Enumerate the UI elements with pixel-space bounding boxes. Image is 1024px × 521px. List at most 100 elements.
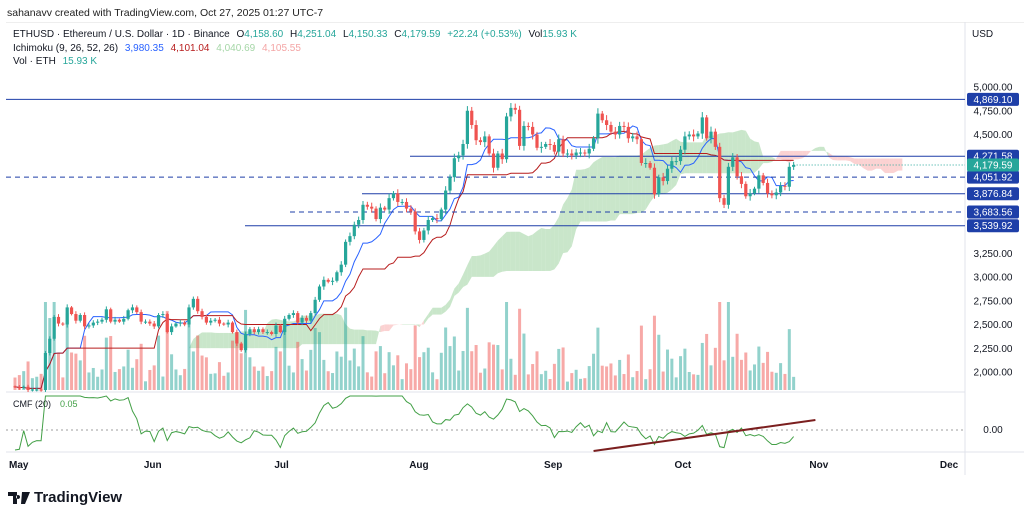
chart-credit: sahanavv created with TradingView.com, O… [7,7,324,19]
cloud-segment [258,331,263,349]
volume-bar [152,365,156,390]
volume-bar [57,352,60,390]
symbol-legend[interactable]: ETHUSD · Ethereum / U.S. Dollar · 1D · B… [13,29,581,40]
volume-bar [552,363,556,390]
cloud-segment [354,329,359,345]
candle-body [670,161,674,169]
candle-body [700,117,704,134]
level-label: 4,869.10 [974,95,1013,106]
cloud-segment [624,155,629,215]
candle-body [683,136,687,150]
candle-body [217,319,222,324]
cloud-segment [497,236,503,274]
last-price-label: 4,179.59 [974,160,1013,171]
cloud-segment [811,147,816,151]
cloud-segment [302,315,307,345]
candle-body [161,314,165,316]
volume-bar [452,336,456,390]
volume-bar [231,340,234,390]
x-tick-label: Nov [809,460,828,471]
candle-body [348,236,352,242]
candle-body [261,329,265,333]
cloud-segment [776,150,781,160]
currency-label[interactable]: USD [972,29,994,40]
volume-bar [431,372,435,390]
volume-bar [666,349,669,390]
candle-body [122,318,126,322]
candle-body [265,332,269,334]
candle-body [639,139,643,163]
volume-bar [222,375,226,390]
open-value: 4,158.60 [244,29,284,40]
candle-body [104,309,108,320]
volume-bar [239,353,243,390]
candle-body [52,316,56,339]
volume-bar [35,376,39,390]
candle-body [452,158,456,178]
volume-bar [757,346,761,390]
volume-bar [331,373,335,390]
volume-bar [261,366,265,390]
ichimoku-legend[interactable]: Ichimoku (9, 26, 52, 26) 3,980.35 4,101.… [13,43,305,54]
cloud-segment [898,158,903,171]
candle-body [39,389,43,391]
volume-bar [761,362,765,390]
cloud-segment [619,155,624,215]
y-tick-label: 2,250.00 [974,344,1013,355]
candle-body [661,177,665,182]
candle-body [792,164,796,167]
candle-body [748,193,752,197]
volume-indicator-legend[interactable]: Vol · ETH 15.93 K [13,56,101,67]
cloud-segment [349,328,355,345]
candle-body [535,134,539,148]
candle-body [130,307,135,311]
cloud-segment [436,307,442,315]
volume-bar [618,359,622,390]
price-chart[interactable]: 4,869.10 4,271.58 4,051.92 3,876.84 3,683.56… [0,0,1024,490]
candle-body [383,207,387,210]
volume-bar [348,360,352,390]
candle-body [478,140,483,143]
volume-bar [383,373,387,390]
candle-body [587,148,591,154]
cloud-segment [771,157,777,162]
candle-body [243,334,248,351]
cloud-segment [323,313,329,345]
candle-body [109,309,113,322]
volume-bar [109,336,113,390]
level-label: 3,876.84 [974,189,1013,200]
candle-body [174,323,178,327]
cloud-segment [558,204,564,264]
cloud-segment [741,129,746,174]
low-value: 4,150.33 [348,29,388,40]
candle-body [461,144,465,156]
candle-body [457,155,461,159]
candle-body [631,136,635,139]
candle-body [313,299,317,314]
cloud-segment [210,332,216,349]
cloud-segment [845,156,851,162]
volume-bar [387,352,391,390]
cloud-segment [584,167,590,222]
y-tick-label: 2,500.00 [974,320,1013,331]
candle-body [48,338,52,353]
candle-body [657,177,661,195]
candle-body [605,120,609,125]
volume-bar [509,358,513,390]
candle-body [200,311,204,317]
candle-body [352,224,356,237]
candle-body [322,279,326,287]
volume-bar [670,358,674,390]
volume-bar [483,368,487,390]
cloud-segment [628,155,633,215]
candle-body [613,131,617,135]
cloud-segment [545,229,551,271]
cloud-segment [171,348,176,354]
cloud-segment [454,283,459,297]
candle-body [491,153,496,168]
volume-bar [766,351,770,390]
volume-bar [492,344,495,390]
high-value: 4,251.04 [297,29,337,40]
candle-body [578,152,583,154]
y-tick-label: 4,500.00 [974,130,1013,141]
